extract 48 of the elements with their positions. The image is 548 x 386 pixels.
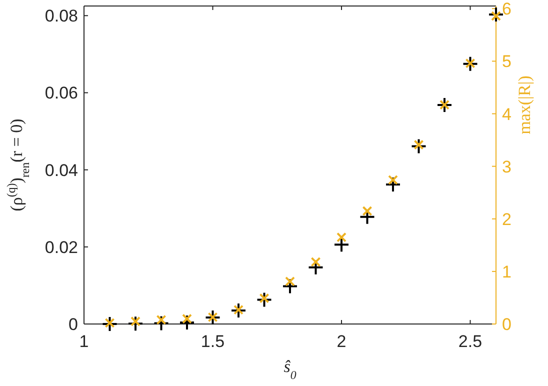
x-tick-label: 1 bbox=[79, 332, 89, 351]
point bbox=[285, 276, 295, 286]
y-tick-label: 0.06 bbox=[44, 84, 78, 103]
point bbox=[491, 10, 501, 21]
point bbox=[153, 315, 170, 332]
point bbox=[410, 138, 427, 154]
point bbox=[204, 309, 221, 326]
y2-tick-label: 4 bbox=[502, 104, 512, 124]
x-tick-label: 2.5 bbox=[458, 332, 482, 351]
point bbox=[440, 100, 450, 110]
point bbox=[179, 314, 195, 330]
point bbox=[256, 292, 272, 308]
point bbox=[336, 232, 346, 242]
point bbox=[385, 176, 401, 192]
point bbox=[230, 302, 246, 319]
y-tick-label: 0.04 bbox=[44, 160, 78, 180]
point bbox=[362, 206, 372, 216]
y2-tick-label: 5 bbox=[502, 52, 512, 72]
y2-tick-label: 0 bbox=[502, 315, 512, 334]
point bbox=[310, 256, 321, 267]
y-tick-label: 0.02 bbox=[44, 238, 78, 257]
point bbox=[104, 318, 115, 328]
point bbox=[334, 236, 350, 253]
point bbox=[282, 278, 298, 294]
y-tick-label: 0.08 bbox=[44, 6, 78, 26]
point bbox=[388, 174, 398, 185]
point bbox=[436, 97, 452, 114]
point bbox=[182, 314, 192, 324]
point bbox=[102, 316, 118, 332]
point bbox=[156, 314, 166, 325]
y2-tick-label: 3 bbox=[502, 157, 512, 176]
point bbox=[128, 316, 144, 332]
y-tick-label: 0 bbox=[68, 315, 78, 334]
point bbox=[259, 293, 270, 304]
y2-tick-label: 1 bbox=[502, 262, 512, 282]
y2-tick-label: 2 bbox=[502, 210, 512, 229]
point bbox=[208, 312, 218, 322]
point bbox=[130, 316, 140, 326]
point bbox=[234, 304, 244, 315]
point bbox=[488, 6, 504, 22]
y2-axis-title: max(|R|) bbox=[515, 76, 534, 134]
point bbox=[414, 140, 424, 150]
x-tick-label: 2 bbox=[336, 332, 346, 351]
x-axis-title: ŝ$_{0}$ bbox=[284, 357, 296, 382]
x-tick-label: 1.5 bbox=[200, 332, 225, 351]
y2-tick-label: 6 bbox=[502, 0, 512, 19]
point bbox=[462, 56, 478, 72]
point bbox=[465, 58, 476, 68]
